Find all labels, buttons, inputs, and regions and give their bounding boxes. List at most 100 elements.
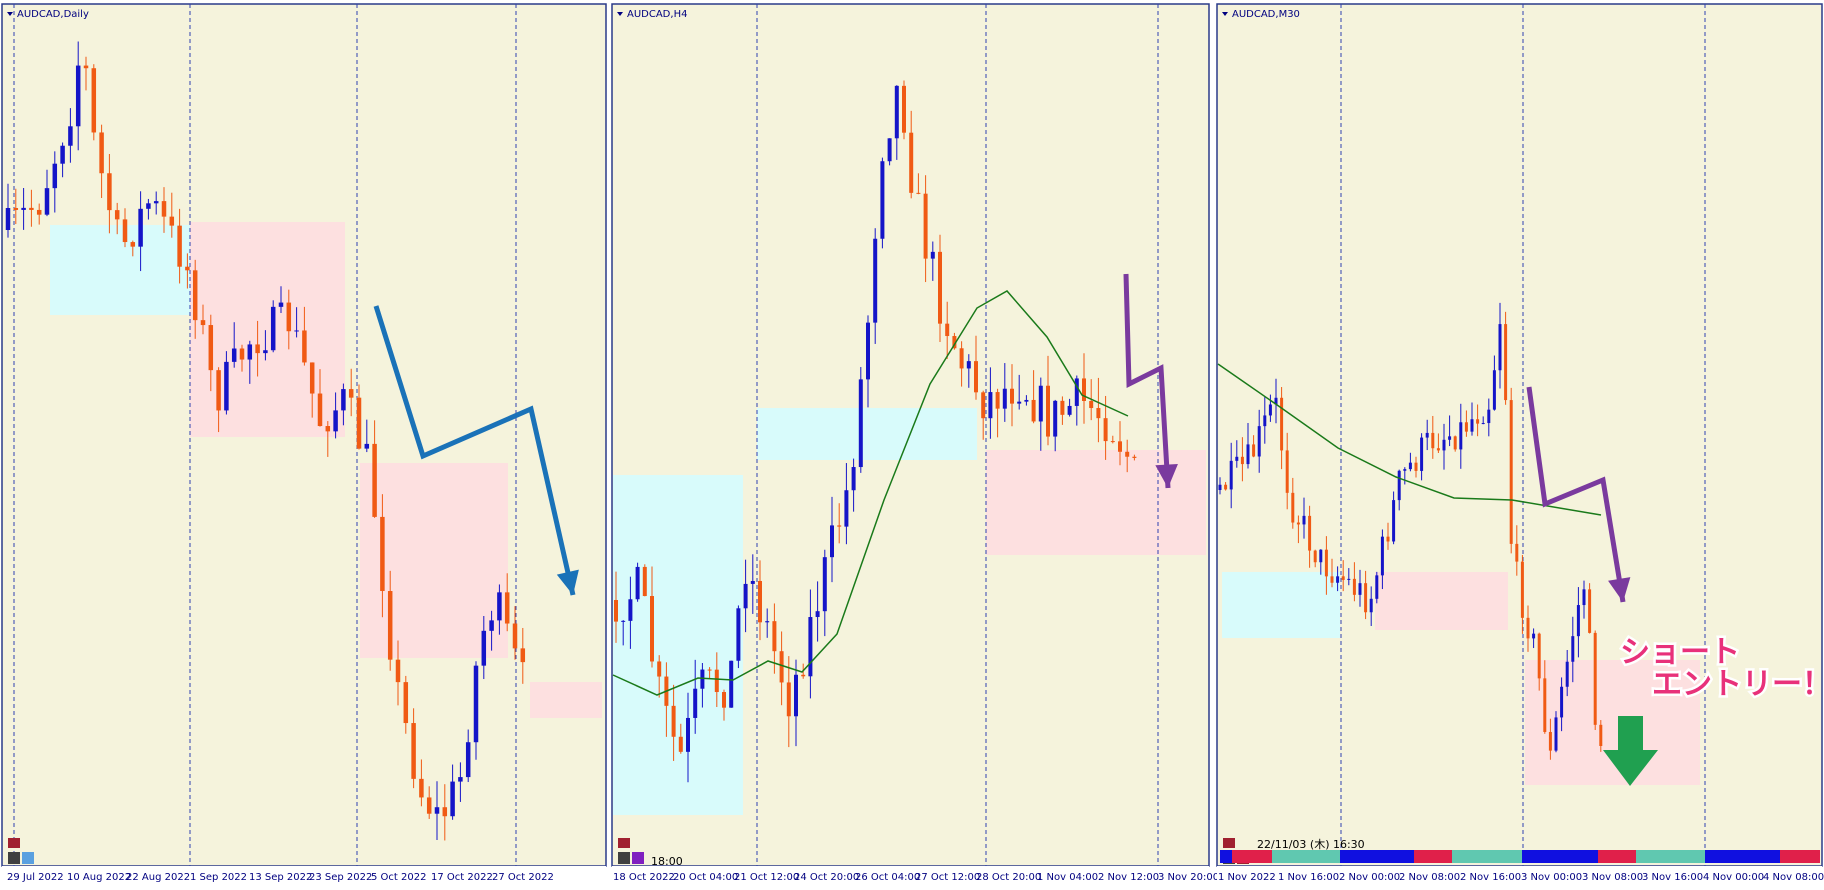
x-axis-label: 18 Oct 2022 [613, 872, 675, 883]
candle-body [224, 361, 229, 411]
candle-body [434, 807, 440, 814]
candle-body [1380, 536, 1384, 576]
candle-body [278, 302, 284, 307]
drawn-arrow [373, 305, 576, 596]
candle-body [736, 608, 741, 661]
x-axis-label: 2 Nov 00:00 [1339, 872, 1400, 883]
candle-body [1103, 418, 1108, 442]
candle-body [36, 209, 42, 215]
x-axis-label: 1 Sep 2022 [190, 872, 247, 883]
candle-body [1582, 589, 1586, 606]
x-axis-label: 13 Sep 2022 [249, 872, 312, 883]
arrow-head [556, 569, 579, 595]
candle-body [1324, 549, 1328, 577]
x-axis-label: 2 Nov 12:00 [1098, 872, 1159, 883]
candle-body [473, 665, 479, 743]
candle-body [512, 623, 518, 649]
session-bar [1598, 850, 1636, 863]
arrow-head [1608, 577, 1631, 602]
window-title: AUDCAD,Daily [17, 9, 89, 20]
candle-body [1492, 370, 1496, 410]
x-axis-label: 26 Oct 04:00 [855, 872, 920, 883]
candle-body [185, 266, 190, 271]
candle-body [1543, 678, 1547, 732]
zone [1375, 572, 1508, 630]
candle-body [650, 596, 654, 662]
zone [613, 475, 743, 815]
candle-body [1125, 451, 1130, 457]
candle-body [837, 525, 842, 527]
trade-icon [1223, 838, 1235, 848]
candle-body [815, 611, 820, 618]
candle-body [938, 251, 942, 324]
candle-body [247, 344, 253, 360]
trade-icon [618, 852, 630, 864]
candle-body [1554, 717, 1558, 751]
candle-body [114, 210, 120, 220]
x-axis-label: 1 Nov 2022 [1218, 872, 1276, 883]
candle-body [794, 674, 798, 717]
candle-body [1291, 492, 1295, 523]
candle-body [750, 580, 755, 584]
candle-body [988, 392, 993, 419]
candle-body [1487, 409, 1491, 424]
candle-body [758, 580, 762, 623]
candle-body [1526, 617, 1530, 639]
candle-body [130, 242, 136, 247]
candle-body [263, 350, 268, 354]
candle-body [1038, 385, 1043, 422]
collapse-icon [617, 12, 623, 16]
candle-body [91, 68, 97, 133]
candle-body [621, 620, 626, 622]
zone [50, 225, 190, 315]
x-axis-label: 17 Oct 2022 [431, 872, 493, 883]
candle-body [270, 306, 276, 351]
candle-body [1576, 605, 1580, 637]
candle-body [208, 325, 214, 371]
candle-body [1364, 583, 1368, 613]
chart-window: AUDCAD,M30 1 Nov 2022 1 Nov 16:00 2 Nov 00:… [1216, 3, 1824, 888]
candle-body [1046, 385, 1050, 437]
candle-body [520, 648, 526, 663]
axis-strip [1217, 866, 1822, 888]
candle-body [60, 145, 65, 164]
candle-body [395, 659, 401, 683]
candle-body [830, 525, 834, 558]
candle-body [68, 126, 73, 146]
window-title: AUDCAD,M30 [1232, 9, 1300, 20]
candle-body [1308, 515, 1312, 551]
candle-body [1132, 456, 1137, 458]
candle-body [1257, 426, 1261, 457]
candle-body [1593, 632, 1597, 725]
candle-body [1330, 576, 1334, 583]
session-bar [1780, 850, 1820, 863]
candle-body [671, 705, 676, 737]
candle-body [200, 320, 206, 326]
window-title: AUDCAD,H4 [627, 9, 687, 20]
trade-icon [632, 852, 644, 864]
x-axis-label: 3 Nov 08:00 [1582, 872, 1643, 883]
candle-body [1476, 419, 1480, 424]
candle-body [333, 410, 338, 432]
session-bar [1220, 850, 1232, 863]
candle-body [880, 161, 885, 239]
candle-body [177, 225, 182, 267]
candle-body [442, 807, 448, 817]
session-bar [1414, 850, 1452, 863]
session-bar [1522, 850, 1598, 863]
candle-body [21, 207, 26, 210]
trade-icon [8, 838, 20, 848]
candle-body [657, 661, 662, 677]
candle-body [1341, 576, 1345, 580]
candle-body [1565, 661, 1569, 687]
candle-body [894, 85, 899, 139]
candle-body [707, 669, 712, 671]
x-axis-label: 1 Nov 04:00 [1037, 872, 1098, 883]
candle-body [1588, 589, 1592, 633]
x-axis-label: 2 Nov 16:00 [1460, 872, 1521, 883]
candle-body [1464, 422, 1468, 432]
candle-body [1375, 575, 1379, 599]
zone [757, 408, 977, 460]
